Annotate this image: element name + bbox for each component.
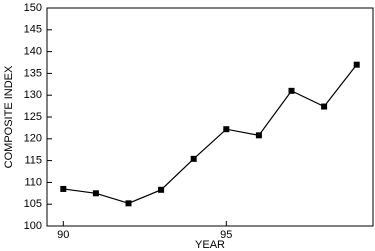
- y-tick-label: 100: [24, 220, 42, 232]
- data-point: [255, 132, 262, 139]
- data-point: [60, 185, 67, 192]
- data-point: [288, 87, 295, 94]
- data-point: [353, 61, 360, 68]
- x-tick-label: 90: [57, 229, 69, 241]
- y-tick-label: 140: [24, 46, 42, 58]
- y-tick-label: 125: [24, 111, 42, 123]
- y-tick-label: 120: [24, 133, 42, 145]
- y-tick-label: 115: [24, 155, 42, 167]
- y-tick-label: 105: [24, 198, 42, 210]
- x-axis-label: YEAR: [195, 239, 225, 251]
- data-point: [92, 190, 99, 197]
- data-point: [321, 103, 328, 110]
- y-tick-label: 110: [24, 176, 42, 188]
- y-axis-label: COMPOSITE INDEX: [3, 65, 15, 168]
- y-tick-label: 145: [24, 24, 42, 36]
- data-point: [125, 200, 132, 207]
- data-point: [158, 186, 165, 193]
- data-point: [190, 155, 197, 162]
- y-tick-label: 130: [24, 89, 42, 101]
- data-point: [223, 126, 230, 133]
- y-tick-label: 135: [24, 67, 42, 79]
- x-tick-label: 95: [220, 229, 232, 241]
- data-line: [63, 64, 358, 204]
- y-tick-label: 150: [24, 2, 42, 14]
